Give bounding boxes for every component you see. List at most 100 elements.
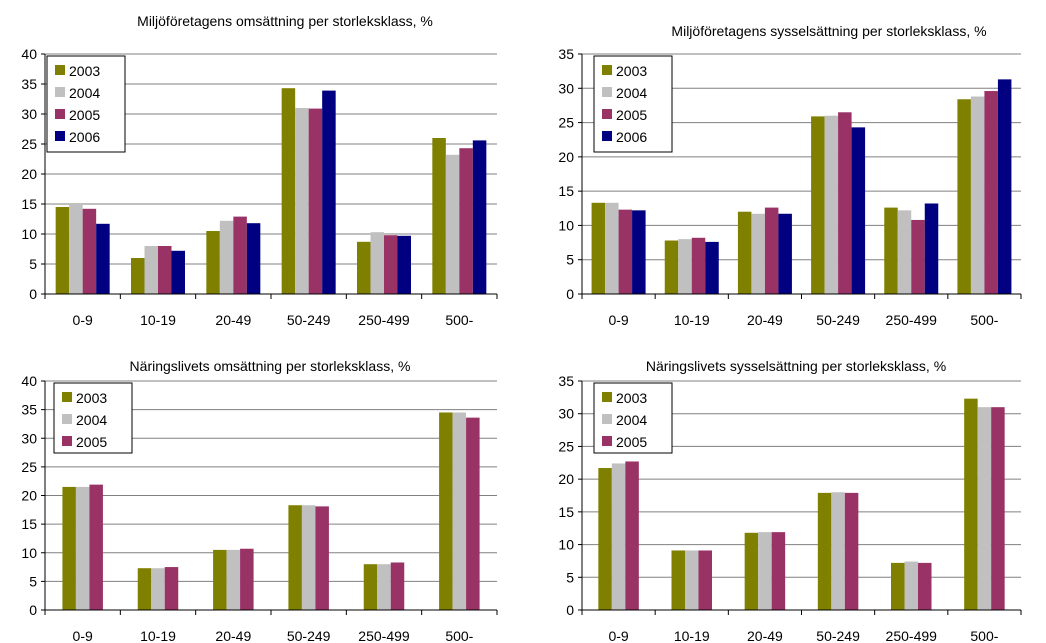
legend-swatch xyxy=(55,87,65,97)
legend-label: 2005 xyxy=(616,107,647,123)
legend-label: 2004 xyxy=(76,412,107,428)
bar xyxy=(817,492,832,610)
bar xyxy=(206,231,220,294)
bar xyxy=(144,246,158,294)
y-tick-label: 25 xyxy=(558,438,574,454)
bar xyxy=(598,468,612,610)
bar xyxy=(591,202,606,294)
bar xyxy=(897,210,912,294)
legend-label: 2005 xyxy=(616,434,647,450)
bar xyxy=(75,486,90,610)
bar xyxy=(377,564,391,610)
y-tick-label: 30 xyxy=(558,406,574,422)
x-tick-label: 20-49 xyxy=(215,312,251,328)
bar xyxy=(997,79,1012,294)
legend-swatch xyxy=(602,131,612,141)
bar xyxy=(838,112,852,295)
legend-swatch xyxy=(55,65,65,75)
legend-label: 2003 xyxy=(76,390,107,406)
x-tick-label: 0-9 xyxy=(608,628,628,643)
legend-label: 2004 xyxy=(616,85,647,101)
bar xyxy=(664,240,679,294)
bar xyxy=(764,207,779,294)
bar xyxy=(137,568,152,610)
legend-label: 2004 xyxy=(69,85,100,101)
bar xyxy=(625,461,639,610)
y-tick-label: 10 xyxy=(558,217,574,233)
bar xyxy=(171,250,185,294)
bar xyxy=(96,223,110,294)
y-tick-label: 0 xyxy=(566,286,574,302)
bar xyxy=(705,241,719,294)
bar xyxy=(678,239,692,294)
bar xyxy=(213,549,227,610)
x-tick-label: 500- xyxy=(445,628,473,643)
bar xyxy=(904,561,918,610)
y-tick-label: 5 xyxy=(566,252,574,268)
legend-label: 2003 xyxy=(616,390,647,406)
x-tick-label: 250-499 xyxy=(358,312,410,328)
y-tick-label: 5 xyxy=(29,256,37,272)
legend-label: 2003 xyxy=(69,63,100,79)
x-tick-label: 20-49 xyxy=(215,628,251,643)
bar xyxy=(851,127,866,294)
chart-2: Miljöföretagens sysselsättning per storl… xyxy=(558,23,1022,328)
bar xyxy=(605,202,619,294)
bar xyxy=(240,548,254,610)
bar xyxy=(439,412,453,610)
legend-swatch xyxy=(602,414,612,424)
x-tick-label: 20-49 xyxy=(747,312,783,328)
y-tick-label: 5 xyxy=(29,573,37,589)
bar xyxy=(924,203,939,294)
legend-swatch xyxy=(55,109,65,119)
y-tick-label: 35 xyxy=(558,46,574,62)
bar xyxy=(884,207,898,294)
bar xyxy=(445,154,460,294)
x-tick-label: 50-249 xyxy=(816,628,860,643)
x-tick-label: 250-499 xyxy=(358,628,410,643)
chart-4: Näringslivets sysselsättning per storlek… xyxy=(558,358,1022,643)
legend-swatch xyxy=(602,87,612,97)
x-tick-label: 10-19 xyxy=(140,628,176,643)
bar xyxy=(685,550,699,610)
chart-title: Miljöföretagens omsättning per storleksk… xyxy=(137,13,433,29)
y-tick-label: 20 xyxy=(21,166,37,182)
y-tick-label: 0 xyxy=(29,286,37,302)
legend-label: 2005 xyxy=(76,434,107,450)
bar xyxy=(62,486,76,610)
y-tick-label: 20 xyxy=(558,149,574,165)
bar xyxy=(281,88,296,294)
bar xyxy=(397,235,411,294)
y-tick-label: 40 xyxy=(21,373,37,389)
y-tick-label: 10 xyxy=(21,545,37,561)
legend-label: 2005 xyxy=(69,107,100,123)
bar xyxy=(632,210,646,294)
bar xyxy=(390,562,405,610)
bar xyxy=(744,532,759,610)
chart-title: Näringslivets sysselsättning per storlek… xyxy=(646,358,946,374)
bar xyxy=(466,417,480,610)
x-tick-label: 0-9 xyxy=(73,312,93,328)
y-tick-label: 30 xyxy=(21,106,37,122)
bar xyxy=(771,532,786,610)
bar xyxy=(751,213,765,294)
legend-label: 2004 xyxy=(616,412,647,428)
chart-title: Näringslivets omsättning per storlekskla… xyxy=(130,358,411,374)
x-tick-label: 10-19 xyxy=(674,312,710,328)
legend-label: 2003 xyxy=(616,63,647,79)
bar xyxy=(322,90,336,294)
bar xyxy=(811,116,825,295)
legend-label: 2006 xyxy=(69,129,100,145)
bar xyxy=(69,204,83,294)
x-tick-label: 50-249 xyxy=(816,312,860,328)
legend-swatch xyxy=(602,436,612,446)
bar xyxy=(970,96,985,294)
y-tick-label: 20 xyxy=(21,488,37,504)
bar xyxy=(357,241,371,294)
bar xyxy=(844,492,859,610)
y-tick-label: 40 xyxy=(21,46,37,62)
bar xyxy=(911,219,925,294)
legend-swatch xyxy=(602,392,612,402)
y-tick-label: 0 xyxy=(566,602,574,618)
bar xyxy=(363,564,378,610)
